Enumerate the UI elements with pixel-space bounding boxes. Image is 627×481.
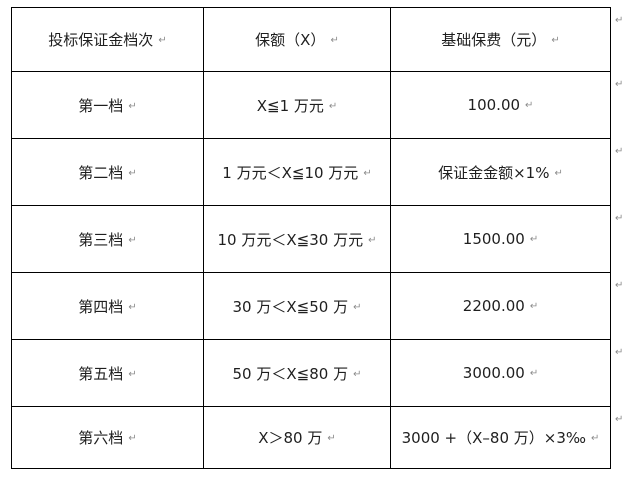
header-cell-premium: 基础保费（元） ↵: [390, 7, 611, 72]
row-end-paragraph-mark-icon: ↵: [615, 79, 624, 90]
paragraph-mark-icon: ↵: [353, 301, 362, 313]
premium-value: 100.00: [467, 96, 521, 114]
range-value: 50 万＜X≦80 万: [232, 364, 349, 383]
cell-range: X＞80 万 ↵: [203, 406, 391, 469]
tier-value: 第五档: [78, 364, 124, 383]
row-end-paragraph-mark-icon: ↵: [615, 280, 624, 291]
bid-bond-premium-table: 投标保证金档次 ↵ 保额（X） ↵ 基础保费（元） ↵ 第一档 ↵ X≦1 万元 ↵ 10…: [11, 7, 611, 469]
cell-premium: 2200.00 ↵: [390, 272, 611, 340]
range-value: 10 万元＜X≦30 万元: [217, 230, 364, 249]
cell-premium: 3000 +（X–80 万）×3‰ ↵: [390, 406, 611, 469]
header-label-tier: 投标保证金档次: [48, 31, 154, 49]
tier-value: 第三档: [78, 230, 124, 249]
cell-range: 10 万元＜X≦30 万元 ↵: [203, 205, 391, 273]
row-end-paragraph-mark-icon: ↵: [615, 213, 624, 224]
paragraph-mark-icon: ↵: [128, 234, 137, 246]
range-value: X≦1 万元: [256, 96, 324, 115]
table-row: 第二档 ↵ 1 万元＜X≦10 万元 ↵ 保证金金额×1% ↵: [11, 138, 611, 206]
tier-value: 第四档: [78, 297, 124, 316]
range-value: 30 万＜X≦50 万: [232, 297, 349, 316]
table-row: 第五档 ↵ 50 万＜X≦80 万 ↵ 3000.00 ↵: [11, 339, 611, 407]
header-label-premium: 基础保费（元）: [441, 31, 547, 49]
premium-value: 2200.00: [462, 297, 525, 315]
paragraph-mark-icon: ↵: [128, 368, 137, 380]
paragraph-mark-icon: ↵: [529, 368, 539, 379]
paragraph-mark-icon: ↵: [128, 301, 137, 313]
cell-premium: 100.00 ↵: [390, 71, 611, 139]
cell-tier: 第三档 ↵: [11, 205, 204, 273]
header-cell-tier: 投标保证金档次 ↵: [11, 7, 204, 72]
premium-value: 3000 +（X–80 万）×3‰: [401, 429, 586, 447]
cell-range: 1 万元＜X≦10 万元 ↵: [203, 138, 391, 206]
header-label-coverage: 保额（X）: [255, 31, 326, 49]
paragraph-mark-icon: ↵: [330, 35, 339, 46]
tier-value: 第二档: [78, 163, 124, 182]
table-row: 第三档 ↵ 10 万元＜X≦30 万元 ↵ 1500.00 ↵: [11, 205, 611, 273]
paragraph-mark-icon: ↵: [554, 167, 563, 179]
cell-tier: 第五档 ↵: [11, 339, 204, 407]
range-value: X＞80 万: [258, 429, 323, 447]
tier-value: 第六档: [78, 429, 124, 447]
row-end-paragraph-mark-icon: ↵: [615, 146, 624, 157]
paragraph-mark-icon: ↵: [158, 35, 167, 46]
table-header-row: 投标保证金档次 ↵ 保额（X） ↵ 基础保费（元） ↵: [11, 7, 611, 72]
cell-premium: 保证金金额×1% ↵: [390, 138, 611, 206]
cell-premium: 3000.00 ↵: [390, 339, 611, 407]
cell-tier: 第一档 ↵: [11, 71, 204, 139]
paragraph-mark-icon: ↵: [353, 368, 362, 380]
row-end-paragraph-mark-icon: ↵: [615, 347, 624, 358]
paragraph-mark-icon: ↵: [128, 100, 137, 112]
cell-range: 50 万＜X≦80 万 ↵: [203, 339, 391, 407]
paragraph-mark-icon: ↵: [327, 433, 336, 444]
paragraph-mark-icon: ↵: [529, 301, 539, 312]
paragraph-mark-icon: ↵: [525, 100, 534, 111]
cell-range: X≦1 万元 ↵: [203, 71, 391, 139]
paragraph-mark-icon: ↵: [363, 167, 372, 179]
paragraph-mark-icon: ↵: [328, 100, 338, 112]
cell-tier: 第四档 ↵: [11, 272, 204, 340]
paragraph-mark-icon: ↵: [128, 167, 137, 179]
tier-value: 第一档: [78, 96, 124, 115]
cell-range: 30 万＜X≦50 万 ↵: [203, 272, 391, 340]
paragraph-mark-icon: ↵: [591, 433, 600, 444]
row-end-paragraph-mark-icon: ↵: [615, 15, 624, 26]
paragraph-mark-icon: ↵: [551, 35, 560, 46]
table-row: 第四档 ↵ 30 万＜X≦50 万 ↵ 2200.00 ↵: [11, 272, 611, 340]
header-cell-coverage: 保额（X） ↵: [203, 7, 391, 72]
table-row: 第一档 ↵ X≦1 万元 ↵ 100.00 ↵: [11, 71, 611, 139]
premium-value: 保证金金额×1%: [438, 163, 550, 182]
cell-tier: 第二档 ↵: [11, 138, 204, 206]
cell-premium: 1500.00 ↵: [390, 205, 611, 273]
row-end-paragraph-mark-icon: ↵: [615, 414, 624, 425]
premium-value: 3000.00: [462, 364, 525, 382]
paragraph-mark-icon: ↵: [368, 234, 377, 246]
table-row: 第六档 ↵ X＞80 万 ↵ 3000 +（X–80 万）×3‰ ↵: [11, 406, 611, 469]
premium-value: 1500.00: [462, 230, 525, 248]
paragraph-mark-icon: ↵: [128, 433, 137, 444]
cell-tier: 第六档 ↵: [11, 406, 204, 469]
paragraph-mark-icon: ↵: [529, 234, 539, 245]
range-value: 1 万元＜X≦10 万元: [222, 163, 359, 182]
